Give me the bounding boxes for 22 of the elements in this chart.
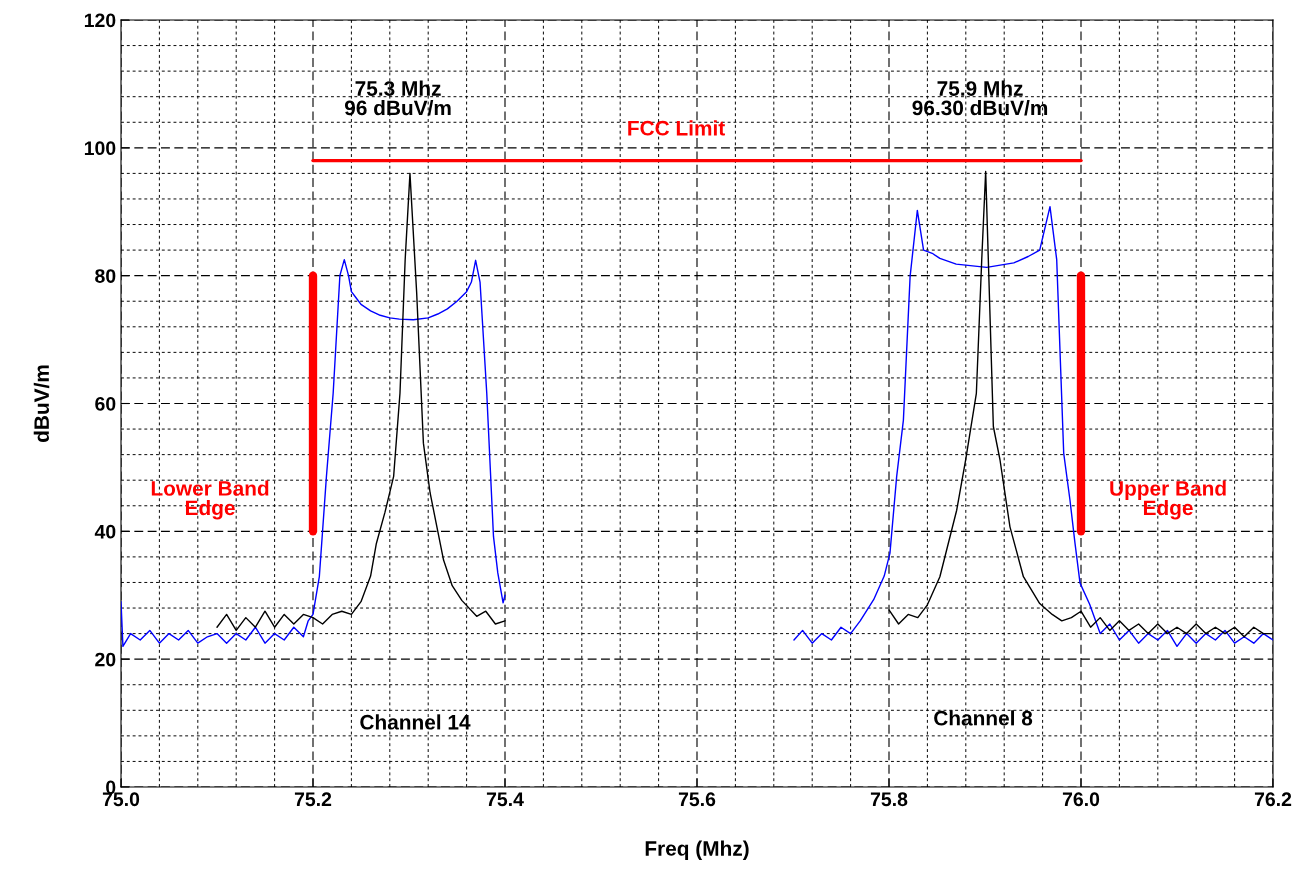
x-tick-label: 75.2 [294, 792, 332, 807]
y-tick-label: 80 [95, 269, 116, 283]
annotation: Channel 14 [360, 714, 471, 730]
x-axis-title: Freq (Mhz) [645, 840, 749, 860]
x-tick-label: 75.4 [486, 792, 524, 807]
annotation: Channel 8 [934, 710, 1033, 726]
y-tick-label: 40 [94, 524, 116, 539]
y-tick-label: 60 [95, 396, 116, 411]
x-tick-label: 76.0 [1062, 792, 1100, 807]
x-tick-label: 76.2 [1254, 792, 1292, 807]
annotation: Lower Band Edge [151, 480, 269, 520]
y-tick-label: 120 [84, 13, 116, 28]
annotation: 75.9 Mhz 96.30 dBuV/m [912, 80, 1048, 116]
y-tick-label: 20 [95, 652, 116, 667]
x-tick-label: 75.0 [102, 792, 140, 807]
x-tick-label: 75.8 [870, 792, 908, 807]
y-axis-title: dBuV/m [33, 365, 50, 442]
annotation: FCC Limit [628, 120, 725, 136]
annotation: 75.3 Mhz 96 dBuV/m [344, 80, 451, 116]
x-tick-label: 75.6 [678, 792, 716, 807]
y-tick-label: 100 [84, 141, 116, 156]
annotation: Upper Band Edge [1110, 480, 1226, 520]
